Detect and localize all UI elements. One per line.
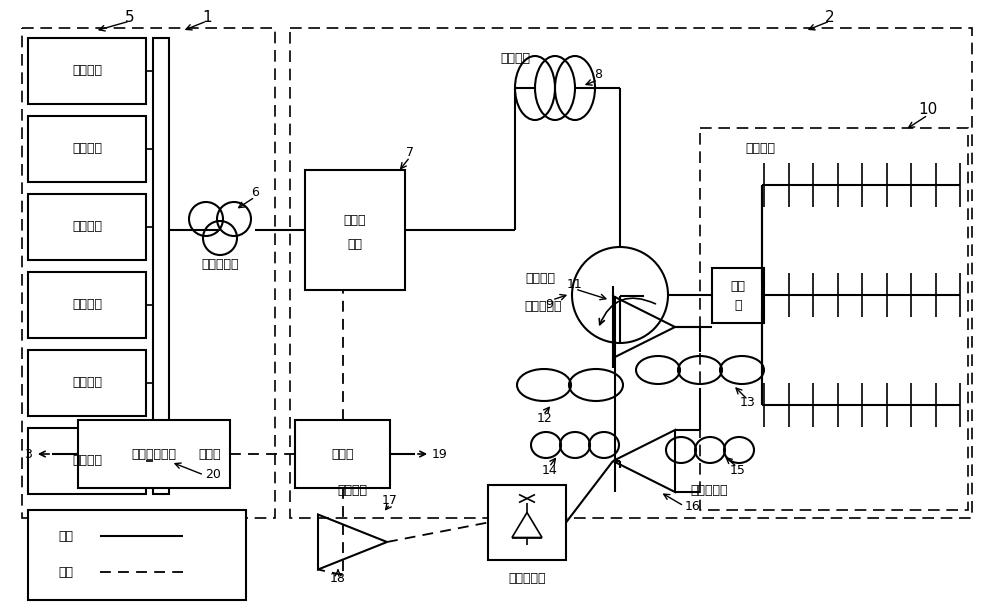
Bar <box>712 268 764 323</box>
Bar <box>78 420 230 488</box>
Text: 偏振控制器: 偏振控制器 <box>201 258 239 272</box>
Text: 1: 1 <box>202 10 212 24</box>
Text: 激光光源: 激光光源 <box>72 454 102 468</box>
Text: 2: 2 <box>825 10 835 24</box>
Bar <box>700 128 968 510</box>
Text: 11: 11 <box>567 278 583 292</box>
Text: 14: 14 <box>542 463 558 476</box>
Bar <box>28 194 146 260</box>
Text: 微波信号解调: 微波信号解调 <box>132 448 176 460</box>
Text: 耦合器: 耦合器 <box>198 448 220 462</box>
Bar <box>295 420 390 488</box>
Text: 偏振分束器: 偏振分束器 <box>524 300 562 314</box>
Bar <box>488 485 566 560</box>
Text: 电放大器: 电放大器 <box>337 484 367 496</box>
Text: 耦合: 耦合 <box>730 280 746 293</box>
Text: 16: 16 <box>685 501 701 513</box>
Text: 8: 8 <box>594 68 602 82</box>
Text: 光电探测器: 光电探测器 <box>508 571 546 585</box>
Text: 激光光源: 激光光源 <box>72 298 102 311</box>
Text: 13: 13 <box>740 396 756 409</box>
Bar <box>28 272 146 338</box>
Text: 18: 18 <box>330 571 346 585</box>
Text: 5: 5 <box>125 10 135 24</box>
Text: 偏振合束器: 偏振合束器 <box>690 484 728 496</box>
Text: 激光光源: 激光光源 <box>72 65 102 77</box>
Bar <box>28 428 146 494</box>
Text: 激光光源: 激光光源 <box>72 376 102 390</box>
Text: 相位调: 相位调 <box>344 214 366 227</box>
Bar <box>28 350 146 416</box>
Text: 7: 7 <box>406 146 414 158</box>
Bar <box>28 116 146 182</box>
Bar <box>22 28 275 518</box>
Text: 19: 19 <box>432 448 448 460</box>
Text: 15: 15 <box>730 463 746 476</box>
Text: 电路: 电路 <box>58 566 73 579</box>
Bar <box>305 170 405 290</box>
Text: 激光光源: 激光光源 <box>72 220 102 233</box>
Text: 制器: 制器 <box>348 238 362 250</box>
Text: 9: 9 <box>545 298 553 311</box>
Text: 激光光源: 激光光源 <box>72 143 102 155</box>
Bar <box>290 28 972 518</box>
Text: 3: 3 <box>24 448 32 460</box>
Text: 20: 20 <box>205 468 221 482</box>
Text: 光环形器: 光环形器 <box>525 272 555 284</box>
Bar <box>28 38 146 104</box>
Bar <box>28 510 246 600</box>
Text: 器: 器 <box>734 299 742 312</box>
Bar <box>153 38 169 494</box>
Text: 10: 10 <box>918 102 938 118</box>
Text: 6: 6 <box>251 186 259 199</box>
Text: 单模光纤: 单模光纤 <box>500 52 530 65</box>
Text: 光路: 光路 <box>58 529 73 543</box>
Text: 17: 17 <box>382 493 398 507</box>
Text: 功分器: 功分器 <box>331 448 354 460</box>
Text: 传感探头: 传感探头 <box>745 141 775 155</box>
Text: 12: 12 <box>537 412 553 424</box>
